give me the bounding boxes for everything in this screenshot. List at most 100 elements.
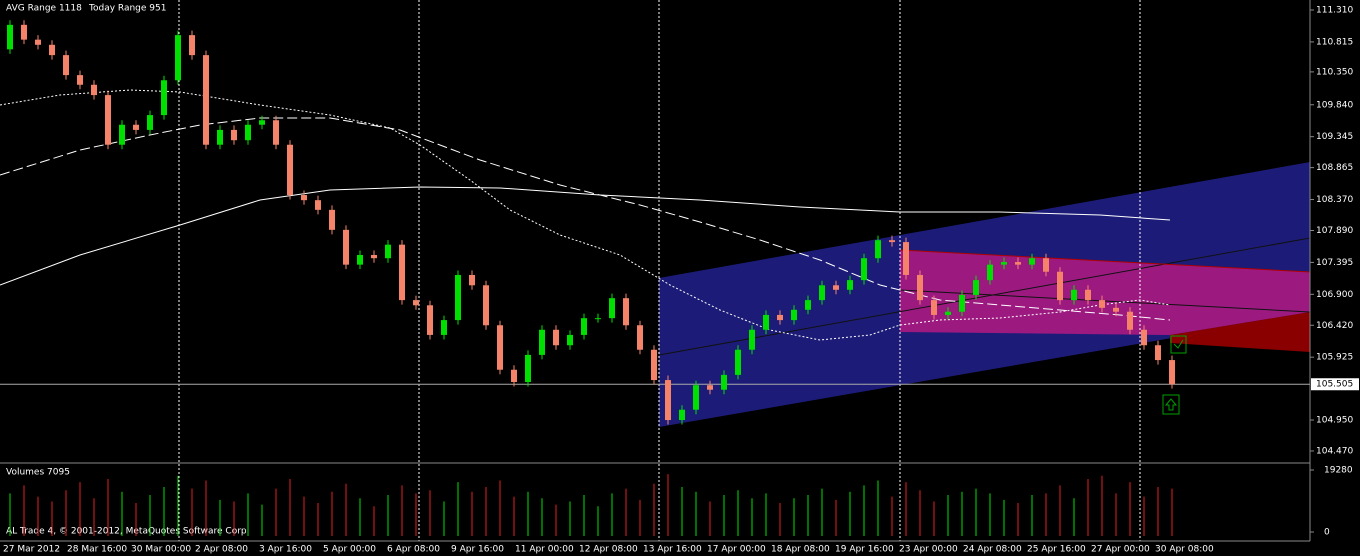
- candle-body: [833, 285, 839, 290]
- x-tick-label: 5 Apr 00:00: [323, 545, 376, 555]
- y-tick-label: 108.865: [1316, 163, 1353, 173]
- x-tick-label: 6 Apr 08:00: [387, 545, 440, 555]
- candle-body: [819, 285, 825, 301]
- candle-body: [735, 349, 741, 375]
- current-price-box: [1311, 378, 1359, 391]
- x-tick-label: 18 Apr 08:00: [771, 545, 830, 555]
- candle-body: [861, 258, 867, 281]
- volume-tick-label: 0: [1324, 528, 1330, 538]
- x-tick-label: 12 Apr 08:00: [579, 545, 638, 555]
- candle-body: [469, 274, 475, 286]
- candle-body: [49, 44, 55, 56]
- annotation: Today Range 951: [88, 4, 166, 14]
- candle-body: [91, 84, 97, 96]
- arrow-icon: [1164, 398, 1178, 411]
- fast-ma: [0, 89, 1171, 341]
- candle-body: [105, 95, 111, 145]
- y-tick-label: 110.815: [1316, 37, 1353, 47]
- candle-body: [1113, 307, 1119, 312]
- volume-title: Volumes 7095: [6, 468, 70, 478]
- candle-body: [525, 354, 531, 382]
- candle-body: [203, 55, 209, 145]
- x-tick-label: 11 Apr 00:00: [515, 545, 574, 555]
- pink-channel: [900, 250, 1310, 335]
- candle-body: [553, 329, 559, 346]
- candle-body: [567, 334, 573, 346]
- candle-body: [917, 274, 923, 301]
- x-tick-label: 19 Apr 16:00: [835, 545, 894, 555]
- candle-body: [903, 242, 909, 275]
- candle-body: [77, 75, 83, 85]
- red-zone: [1170, 312, 1310, 352]
- x-tick-label: 3 Apr 16:00: [259, 545, 312, 555]
- candle-body: [847, 280, 853, 290]
- candle-body: [483, 285, 489, 326]
- candle-body: [539, 329, 545, 355]
- candle-body: [217, 129, 223, 145]
- candle-body: [1071, 289, 1077, 301]
- footer: AL Trade 4, © 2001-2012, MetaQuotes Soft…: [6, 527, 249, 537]
- candle-body: [623, 298, 629, 326]
- y-tick-label: 109.345: [1316, 132, 1353, 142]
- candle-body: [63, 55, 69, 76]
- candle-body: [679, 409, 685, 421]
- check-icon: [1173, 339, 1184, 349]
- x-tick-label: 30 Mar 00:00: [131, 545, 191, 555]
- candle-body: [1099, 300, 1105, 308]
- candle-body: [721, 374, 727, 390]
- candle-body: [315, 200, 321, 210]
- candle-body: [287, 144, 293, 196]
- x-tick-label: 9 Apr 16:00: [451, 545, 504, 555]
- candle-body: [1015, 262, 1021, 265]
- x-tick-label: 2 Apr 08:00: [195, 545, 248, 555]
- candle-body: [147, 115, 153, 130]
- candle-body: [329, 209, 335, 230]
- candle-body: [21, 24, 27, 40]
- candle-body: [707, 385, 713, 390]
- candle-body: [749, 329, 755, 350]
- candle-body: [133, 124, 139, 130]
- x-tick-label: 24 Apr 08:00: [963, 545, 1022, 555]
- candle-body: [399, 244, 405, 301]
- candle-body: [637, 325, 643, 350]
- candle-body: [651, 349, 657, 381]
- candle-body: [875, 240, 881, 259]
- candle-body: [959, 294, 965, 312]
- candle-body: [763, 314, 769, 330]
- candle-body: [1155, 345, 1161, 361]
- x-tick-label: 13 Apr 16:00: [643, 545, 702, 555]
- candle-body: [175, 35, 181, 81]
- channel-edge: [899, 249, 1311, 273]
- candle-body: [259, 120, 265, 125]
- candle-body: [987, 264, 993, 281]
- candle-body: [231, 129, 237, 141]
- candle-body: [777, 314, 783, 321]
- x-tick-label: 23 Apr 00:00: [899, 545, 958, 555]
- y-tick-label: 104.950: [1316, 416, 1353, 426]
- y-tick-label: 110.350: [1316, 67, 1353, 77]
- candle-body: [35, 39, 41, 45]
- candle-body: [357, 254, 363, 265]
- candle-body: [1001, 262, 1007, 265]
- candle-body: [581, 318, 587, 335]
- slow-ma: [0, 186, 1171, 286]
- marker-box: [1170, 335, 1187, 354]
- y-tick-label: 111.310: [1316, 5, 1353, 15]
- x-tick-label: 25 Apr 16:00: [1027, 545, 1086, 555]
- candle-body: [413, 300, 419, 306]
- candle-body: [455, 274, 461, 321]
- candle-body: [1127, 311, 1133, 330]
- channel-midline: [658, 237, 1311, 356]
- marker-box: [1162, 394, 1180, 415]
- candle-body: [1141, 329, 1147, 346]
- y-tick-label: 109.840: [1316, 100, 1353, 110]
- candle-body: [791, 309, 797, 321]
- candle-body: [693, 385, 699, 410]
- candle-body: [245, 124, 251, 141]
- x-tick-label: 27 Mar 2012: [3, 545, 60, 555]
- candle-body: [371, 254, 377, 259]
- candle-body: [301, 195, 307, 201]
- y-tick-label: 108.370: [1316, 195, 1353, 205]
- candle-body: [511, 369, 517, 382]
